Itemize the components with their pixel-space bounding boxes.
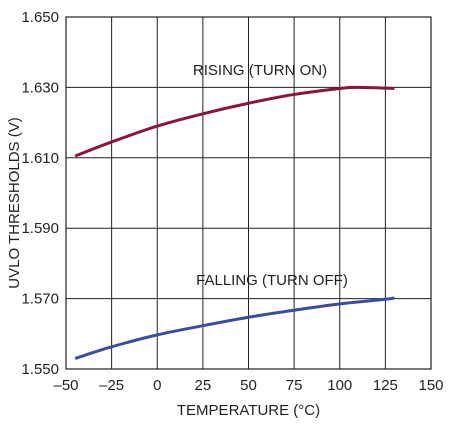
x-tick-label: 75: [286, 377, 303, 394]
y-tick-label: 1.630: [21, 79, 59, 96]
series-lines: [74, 85, 395, 360]
x-tick-label: 25: [195, 377, 212, 394]
x-tick-label: 100: [327, 377, 352, 394]
tick-labels: –50 –25 0 25 50 75 100 125 150 1.550 1.570 1.590 1.6…: [21, 9, 443, 394]
x-tick-label: –25: [99, 377, 124, 394]
x-tick-label: 125: [373, 377, 398, 394]
x-tick-label: 0: [153, 377, 161, 394]
grid-lines: [66, 17, 431, 369]
x-tick-label: 50: [240, 377, 257, 394]
series-label-falling: FALLING (TURN OFF): [196, 272, 348, 289]
y-tick-label: 1.650: [21, 9, 59, 26]
y-axis-title: UVLO THRESHOLDS (V): [6, 117, 23, 288]
series-line-falling: [74, 296, 395, 360]
x-tick-label: –50: [53, 377, 78, 394]
series-line-rising: [74, 85, 395, 158]
y-tick-label: 1.590: [21, 220, 59, 237]
x-tick-label: 150: [418, 377, 443, 394]
y-tick-label: 1.550: [21, 361, 59, 378]
y-tick-label: 1.610: [21, 150, 59, 167]
y-tick-label: 1.570: [21, 291, 59, 308]
x-axis-title: TEMPERATURE (°C): [177, 402, 320, 419]
plot-frame: [65, 16, 432, 370]
series-label-rising: RISING (TURN ON): [193, 62, 327, 79]
